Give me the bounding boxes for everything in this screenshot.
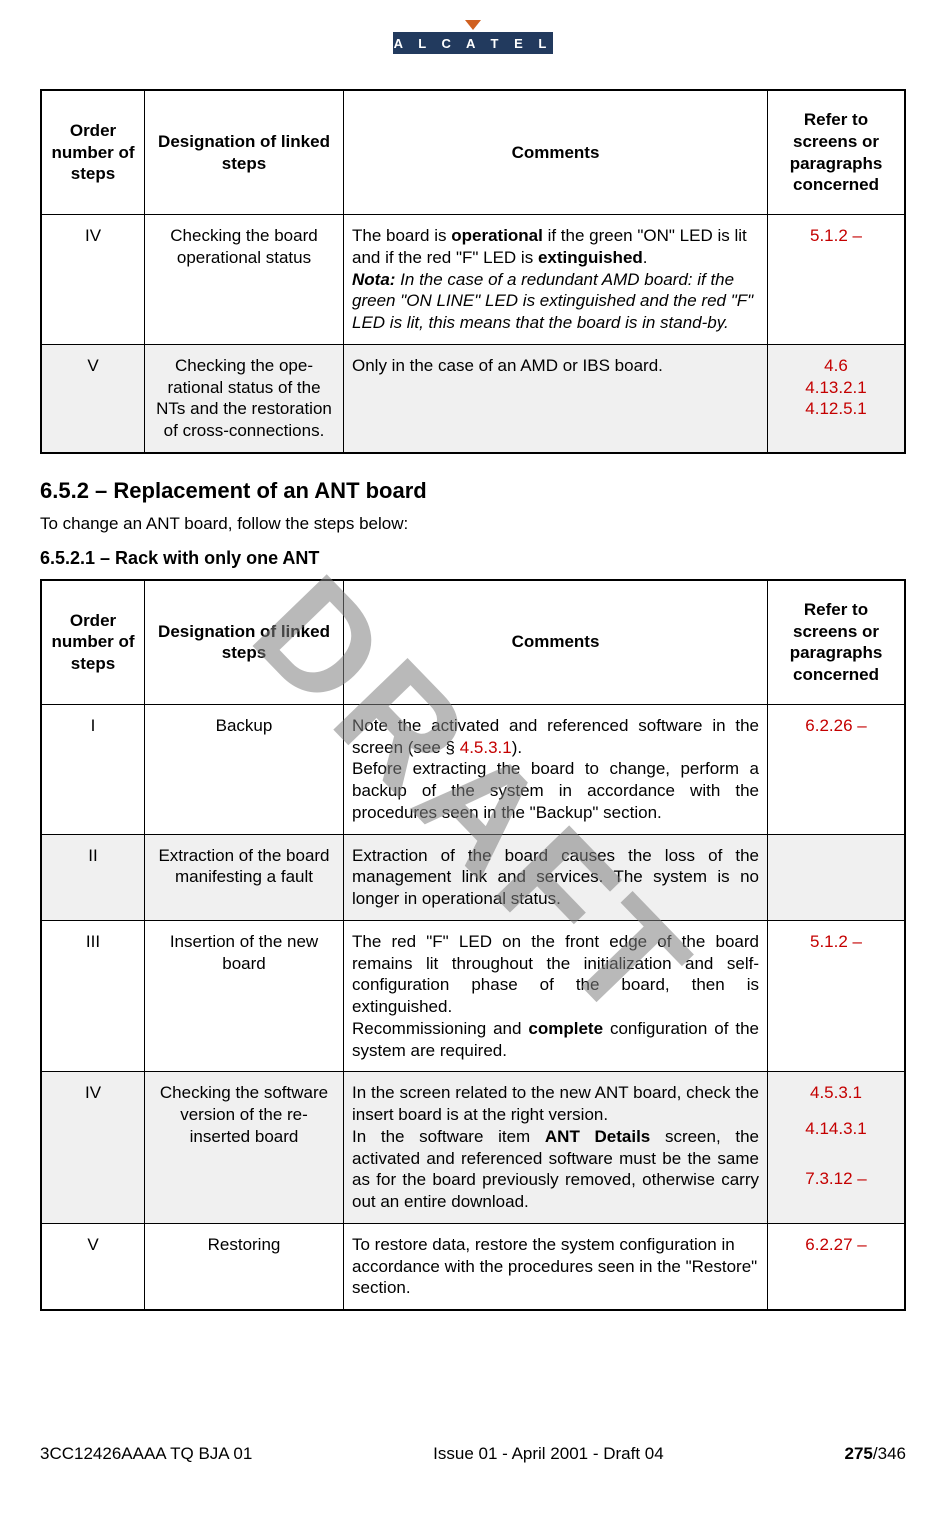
- cell-order: III: [41, 920, 145, 1072]
- cell-comments: In the screen related to the new ANT boa…: [344, 1072, 768, 1224]
- cell-order: I: [41, 704, 145, 834]
- cell-comments: To restore data, restore the system conf…: [344, 1223, 768, 1310]
- cell-refer: 5.1.2 –: [768, 920, 906, 1072]
- section-intro: To change an ANT board, follow the steps…: [40, 514, 906, 534]
- cell-refer: 6.2.26 –: [768, 704, 906, 834]
- cell-order: IV: [41, 1072, 145, 1224]
- cell-order: II: [41, 834, 145, 920]
- cell-comments: Extraction of the board causes the loss …: [344, 834, 768, 920]
- cell-comments: The board is operational if the green "O…: [344, 215, 768, 345]
- cell-comments: Only in the case of an AMD or IBS board.: [344, 344, 768, 453]
- page-footer: 3CC12426AAAA TQ BJA 01 Issue 01 - April …: [40, 1444, 906, 1464]
- table-row: IV Checking the board operational status…: [41, 215, 905, 345]
- steps-table-2: Order number of steps Designation of lin…: [40, 579, 906, 1311]
- col-header-order: Order number of steps: [41, 90, 145, 215]
- table-row: V Checking the ope-rational status of th…: [41, 344, 905, 453]
- cell-refer: 4.6 4.13.2.1 4.12.5.1: [768, 344, 906, 453]
- cell-refer: [768, 834, 906, 920]
- col-header-comments: Comments: [344, 580, 768, 705]
- cell-order: V: [41, 1223, 145, 1310]
- cell-designation: Checking the board operational status: [145, 215, 344, 345]
- table-row: IV Checking the software version of the …: [41, 1072, 905, 1224]
- col-header-designation: Designation of linked steps: [145, 90, 344, 215]
- brand-logo: A L C A T E L: [40, 20, 906, 59]
- cell-designation: Backup: [145, 704, 344, 834]
- table-row: II Extraction of the board manifesting a…: [41, 834, 905, 920]
- cell-comments: The red "F" LED on the front edge of the…: [344, 920, 768, 1072]
- cell-comments: Note the activated and referenced softwa…: [344, 704, 768, 834]
- table-row: V Restoring To restore data, restore the…: [41, 1223, 905, 1310]
- col-header-refer: Refer to screens or paragraphs concerned: [768, 580, 906, 705]
- cell-order: IV: [41, 215, 145, 345]
- cell-order: V: [41, 344, 145, 453]
- cell-designation: Insertion of the new board: [145, 920, 344, 1072]
- col-header-comments: Comments: [344, 90, 768, 215]
- cell-refer: 5.1.2 –: [768, 215, 906, 345]
- table-row: III Insertion of the new board The red "…: [41, 920, 905, 1072]
- footer-page-number: 275/346: [845, 1444, 906, 1464]
- document-page: A L C A T E L DRAFT Order number of step…: [0, 0, 946, 1480]
- subsection-heading: 6.5.2.1 – Rack with only one ANT: [40, 548, 906, 569]
- cell-designation: Extraction of the board manifesting a fa…: [145, 834, 344, 920]
- col-header-designation: Designation of linked steps: [145, 580, 344, 705]
- footer-issue: Issue 01 - April 2001 - Draft 04: [433, 1444, 664, 1464]
- footer-doc-id: 3CC12426AAAA TQ BJA 01: [40, 1444, 252, 1464]
- col-header-refer: Refer to screens or paragraphs concerned: [768, 90, 906, 215]
- svg-text:A L C A T E L: A L C A T E L: [394, 36, 553, 51]
- cell-designation: Checking the ope-rational status of the …: [145, 344, 344, 453]
- cell-refer: 6.2.27 –: [768, 1223, 906, 1310]
- col-header-order: Order number of steps: [41, 580, 145, 705]
- cell-designation: Restoring: [145, 1223, 344, 1310]
- cell-designation: Checking the software version of the re-…: [145, 1072, 344, 1224]
- table-row: I Backup Note the activated and referenc…: [41, 704, 905, 834]
- steps-table-1: Order number of steps Designation of lin…: [40, 89, 906, 454]
- cell-refer: 4.5.3.1 4.14.3.1 7.3.12 –: [768, 1072, 906, 1224]
- section-heading: 6.5.2 – Replacement of an ANT board: [40, 478, 906, 504]
